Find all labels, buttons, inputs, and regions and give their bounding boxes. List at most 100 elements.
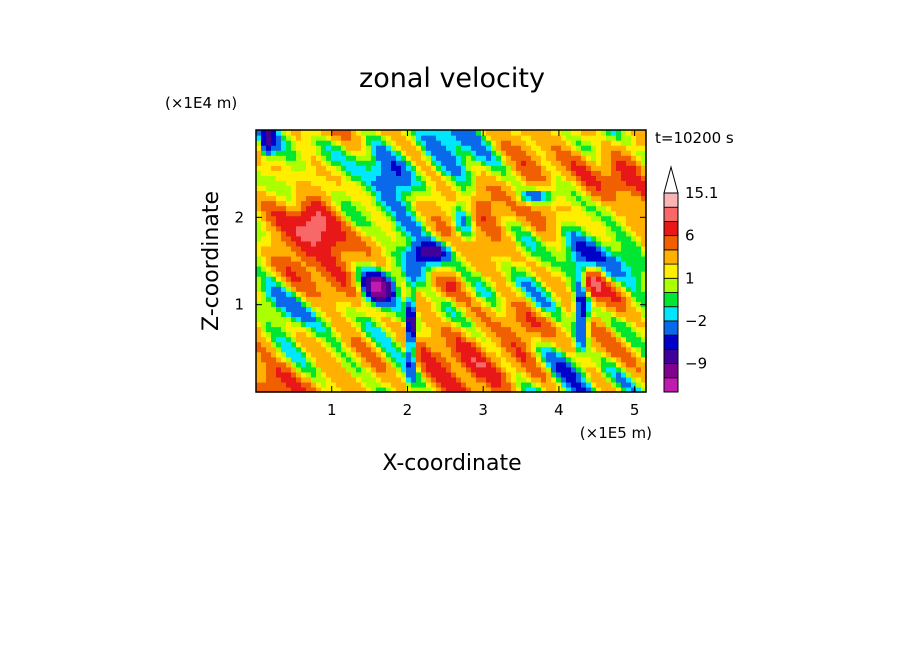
heatmap-cell bbox=[381, 195, 387, 202]
heatmap-cell bbox=[601, 190, 607, 197]
heatmap-cell bbox=[441, 225, 447, 232]
heatmap-cell bbox=[586, 250, 592, 257]
heatmap-cell bbox=[461, 361, 467, 368]
heatmap-cell bbox=[571, 170, 577, 176]
heatmap-cell bbox=[341, 311, 347, 318]
heatmap-cell bbox=[561, 291, 567, 297]
heatmap-cell bbox=[431, 356, 437, 363]
heatmap-cell bbox=[616, 150, 622, 156]
heatmap-cell bbox=[396, 205, 402, 212]
heatmap-cell bbox=[336, 230, 342, 237]
heatmap-cell bbox=[396, 160, 402, 166]
heatmap-cell bbox=[546, 371, 552, 378]
heatmap-cell bbox=[436, 276, 442, 282]
heatmap-cell bbox=[281, 135, 287, 141]
heatmap-cell bbox=[506, 261, 512, 267]
heatmap-cell bbox=[526, 261, 532, 267]
heatmap-cell bbox=[516, 341, 522, 348]
heatmap-cell bbox=[446, 331, 452, 338]
heatmap-cell bbox=[576, 306, 582, 312]
heatmap-cell bbox=[371, 331, 377, 338]
heatmap-cell bbox=[516, 291, 522, 297]
heatmap-cell bbox=[481, 261, 487, 267]
heatmap-cell bbox=[456, 336, 462, 343]
heatmap-cell bbox=[286, 386, 292, 393]
heatmap-cell bbox=[371, 361, 377, 368]
heatmap-cell bbox=[376, 170, 382, 176]
heatmap-cell bbox=[516, 240, 522, 247]
heatmap-cell bbox=[531, 261, 537, 267]
heatmap-cell bbox=[291, 145, 297, 151]
heatmap-cell bbox=[556, 326, 562, 333]
heatmap-cell bbox=[356, 170, 362, 176]
heatmap-cell bbox=[416, 366, 422, 373]
heatmap-cell bbox=[581, 286, 587, 292]
heatmap-cell bbox=[381, 180, 387, 187]
heatmap-cell bbox=[516, 190, 522, 197]
heatmap-cell bbox=[286, 180, 292, 187]
heatmap-cell bbox=[306, 351, 312, 358]
heatmap-cell bbox=[336, 366, 342, 373]
heatmap-cell bbox=[306, 306, 312, 312]
heatmap-cell bbox=[436, 230, 442, 237]
heatmap-cell bbox=[546, 240, 552, 247]
heatmap-cell bbox=[266, 190, 272, 197]
heatmap-cell bbox=[366, 130, 372, 136]
heatmap-cell bbox=[556, 381, 562, 388]
heatmap-cell bbox=[531, 386, 537, 393]
heatmap-cell bbox=[601, 185, 607, 192]
heatmap-cell bbox=[596, 155, 602, 161]
heatmap-cell bbox=[376, 301, 382, 307]
heatmap-cell bbox=[596, 361, 602, 368]
heatmap-cell bbox=[631, 306, 637, 312]
heatmap-cell bbox=[606, 301, 612, 307]
heatmap-cell bbox=[481, 200, 487, 207]
heatmap-cell bbox=[391, 230, 397, 237]
heatmap-cell bbox=[426, 371, 432, 378]
heatmap-cell bbox=[636, 376, 642, 383]
heatmap-cell bbox=[416, 296, 422, 302]
heatmap-cell bbox=[561, 351, 567, 358]
heatmap-cell bbox=[386, 200, 392, 207]
heatmap-cell bbox=[486, 271, 492, 277]
heatmap-cell bbox=[356, 140, 362, 146]
heatmap-cell bbox=[301, 276, 307, 282]
heatmap-cell bbox=[301, 376, 307, 383]
heatmap-cell bbox=[351, 351, 357, 358]
heatmap-cell bbox=[321, 276, 327, 282]
heatmap-cell bbox=[431, 261, 437, 267]
heatmap-cell bbox=[556, 180, 562, 187]
heatmap-cell bbox=[386, 386, 392, 393]
heatmap-cell bbox=[306, 140, 312, 146]
heatmap-cell bbox=[271, 140, 277, 146]
heatmap-cell bbox=[306, 326, 312, 333]
heatmap-cell bbox=[521, 311, 527, 318]
heatmap-cell bbox=[621, 346, 627, 353]
heatmap-cell bbox=[436, 165, 442, 171]
heatmap-cell bbox=[541, 205, 547, 212]
heatmap-cell bbox=[551, 200, 557, 207]
heatmap-cell bbox=[576, 286, 582, 292]
heatmap-cell bbox=[401, 301, 407, 307]
heatmap-cell bbox=[376, 311, 382, 318]
heatmap-cell bbox=[276, 371, 282, 378]
heatmap-cell bbox=[576, 281, 582, 287]
heatmap-cell bbox=[601, 250, 607, 257]
heatmap-cell bbox=[526, 210, 532, 217]
heatmap-cell bbox=[431, 336, 437, 343]
heatmap-cell bbox=[601, 351, 607, 358]
heatmap-cell bbox=[281, 215, 287, 222]
heatmap-cell bbox=[311, 261, 317, 267]
heatmap-cell bbox=[581, 135, 587, 141]
heatmap-cell bbox=[401, 276, 407, 282]
heatmap-cell bbox=[496, 281, 502, 287]
heatmap-cell bbox=[326, 331, 332, 338]
heatmap-cell bbox=[486, 250, 492, 257]
heatmap-cell bbox=[386, 145, 392, 151]
heatmap-cell bbox=[546, 130, 552, 136]
heatmap-cell bbox=[611, 316, 617, 323]
heatmap-cell bbox=[436, 185, 442, 192]
heatmap-cell bbox=[261, 155, 267, 161]
heatmap-cell bbox=[641, 351, 647, 358]
